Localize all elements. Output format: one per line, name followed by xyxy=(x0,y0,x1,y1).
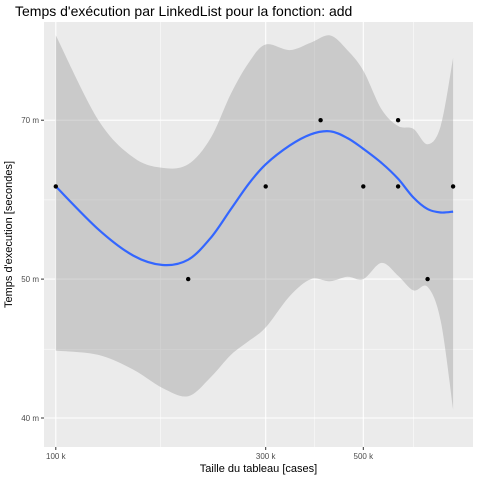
data-point-2 xyxy=(263,184,268,189)
data-point-4 xyxy=(361,184,366,189)
smooth-line xyxy=(55,130,454,267)
data-point-8 xyxy=(450,184,456,189)
x-tick-label-2: 500 k xyxy=(354,452,375,461)
data-point-7 xyxy=(425,276,430,282)
x-axis-ticks: 100 k 300 k 500 k xyxy=(46,447,374,461)
grid-major xyxy=(44,22,473,447)
y-axis-title: Temps d'execution [secondes] xyxy=(3,161,15,308)
x-tick-label-1: 300 k xyxy=(256,452,277,461)
y-tick-label-1: 50 m xyxy=(21,275,39,284)
x-tick-label-0: 100 k xyxy=(46,452,67,461)
data-point-3 xyxy=(318,118,323,123)
data-points xyxy=(53,118,456,282)
data-point-1 xyxy=(186,276,191,282)
grid-minor xyxy=(44,0,473,447)
plot-panel xyxy=(44,22,473,447)
x-axis-title: Taille du tableau [cases] xyxy=(200,463,317,475)
data-point-0 xyxy=(53,184,58,189)
y-tick-label-2: 70 m xyxy=(21,116,39,125)
confidence-ribbon xyxy=(55,35,454,410)
y-tick-label-0: 40 m xyxy=(21,414,39,423)
y-axis-ticks: 40 m 50 m 70 m xyxy=(21,116,44,423)
data-point-6 xyxy=(395,184,401,189)
chart-title: Temps d'exécution par LinkedList pour la… xyxy=(15,3,352,19)
data-point-5 xyxy=(395,118,401,123)
